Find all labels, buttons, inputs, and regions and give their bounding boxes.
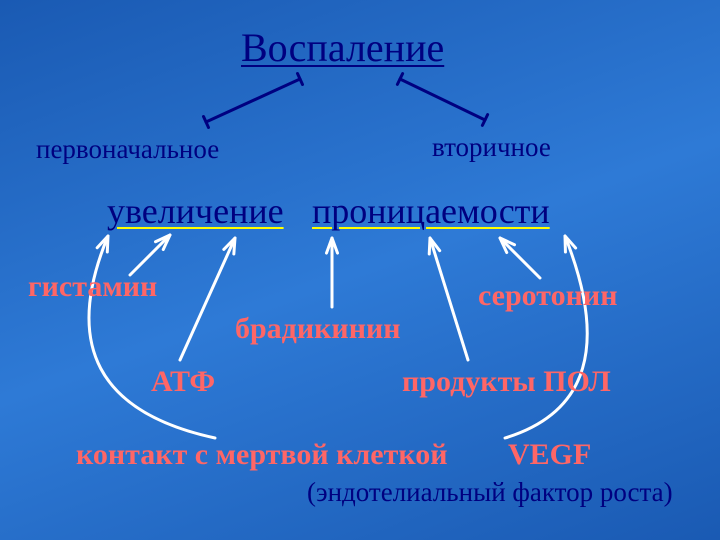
factor-bradykinin: брадикинин [235,312,401,345]
slide-stage: Воспаление первоначальное вторичное увел… [0,0,720,540]
subtype-primary: первоначальное [36,135,219,165]
subheading-permeability: проницаемости [312,192,550,232]
subtype-secondary: вторичное [432,133,551,163]
footnote-vegf: (эндотелиальный фактор роста) [307,478,673,508]
factor-pol: продукты ПОЛ [402,365,611,398]
factor-vegf: VEGF [508,438,591,471]
factor-histamine: гистамин [28,270,157,303]
subheading-increase: увеличение [107,192,284,232]
factor-atp: АТФ [151,365,215,398]
factor-contact: контакт с мертвой клеткой [76,438,448,471]
title-inflammation: Воспаление [241,26,444,70]
factor-serotonin: серотонин [478,279,617,312]
